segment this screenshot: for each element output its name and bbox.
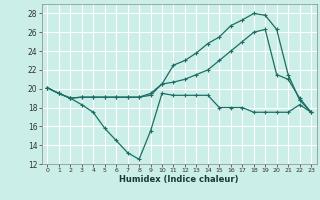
X-axis label: Humidex (Indice chaleur): Humidex (Indice chaleur) [119,175,239,184]
